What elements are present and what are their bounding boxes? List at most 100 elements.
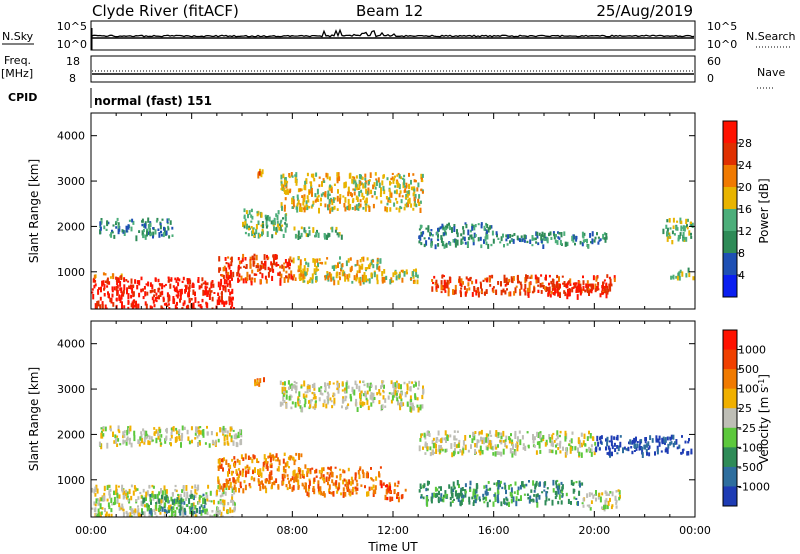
scatter-cell <box>597 288 600 291</box>
scatter-cell <box>662 228 665 235</box>
scatter-cell <box>341 405 343 409</box>
scatter-cell <box>131 511 134 515</box>
scatter-cell <box>397 480 400 485</box>
scatter-cell <box>421 179 424 183</box>
scatter-cell <box>108 484 111 488</box>
scatter-cell <box>589 289 592 293</box>
scatter-cell <box>282 458 285 464</box>
scatter-cell <box>500 236 503 242</box>
scatter-cell <box>344 484 347 487</box>
scatter-cell <box>123 230 126 236</box>
scatter-cell <box>567 291 570 297</box>
scatter-cell <box>293 226 296 231</box>
scatter-cell <box>672 274 675 280</box>
scatter-cell <box>217 512 220 516</box>
scatter-cell <box>366 390 369 395</box>
scatter-cell <box>678 444 681 449</box>
scatter-cell <box>546 237 549 244</box>
scatter-cell <box>231 487 234 493</box>
scatter-cell <box>132 220 135 225</box>
scatter-cell <box>515 500 518 507</box>
scatter-cell <box>236 458 239 463</box>
scatter-cell <box>460 491 463 497</box>
scatter-cell <box>548 232 550 237</box>
scatter-cell <box>103 288 105 291</box>
scatter-cell <box>175 498 178 504</box>
scatter-cell <box>116 492 119 499</box>
scatter-cell <box>512 276 515 281</box>
scatter-cell <box>332 482 335 486</box>
scatter-cell <box>395 380 398 383</box>
scatter-cell <box>551 286 554 291</box>
scatter-cell <box>345 388 348 394</box>
scatter-cell <box>250 277 253 284</box>
scatter-cell <box>246 464 249 469</box>
scatter-cell <box>252 227 255 230</box>
scatter-cell <box>560 232 563 238</box>
scatter-cell <box>342 396 345 400</box>
scatter-cell <box>535 278 538 284</box>
scatter-cell <box>436 283 439 286</box>
scatter-cell <box>609 497 611 502</box>
scatter-cell <box>583 232 586 237</box>
scatter-cell <box>317 199 320 202</box>
colorbar-tick-label: -1000 <box>738 480 770 493</box>
scatter-cell <box>158 504 161 511</box>
scatter-cell <box>160 305 163 309</box>
scatter-cell <box>275 261 278 267</box>
scatter-cell <box>153 508 156 512</box>
scatter-cell <box>432 443 435 449</box>
scatter-cell <box>349 172 352 179</box>
scatter-cell <box>543 238 546 241</box>
scatter-cell <box>361 192 364 197</box>
scatter-cell <box>315 234 318 238</box>
scatter-cell <box>539 282 542 288</box>
scatter-cell <box>378 389 381 394</box>
scatter-cell <box>217 297 220 301</box>
scatter-cell <box>419 483 422 489</box>
scatter-cell <box>360 189 363 193</box>
scatter-cell <box>644 441 647 444</box>
scatter-cell <box>596 232 598 236</box>
scatter-cell <box>243 216 246 219</box>
scatter-cell <box>344 492 347 497</box>
scatter-cell <box>462 489 465 491</box>
scatter-cell <box>270 261 273 266</box>
scatter-cell <box>427 229 430 233</box>
scatter-cell <box>354 380 357 386</box>
scatter-cell <box>597 236 600 239</box>
scatter-cell <box>578 289 581 293</box>
scatter-cell <box>342 469 345 474</box>
scatter-cell <box>128 219 131 222</box>
scatter-cell <box>538 443 541 449</box>
scatter-cell <box>297 188 300 193</box>
scatter-cell <box>592 495 595 499</box>
scatter-cell <box>128 285 131 289</box>
scatter-cell <box>225 267 228 271</box>
scatter-cell <box>158 499 161 503</box>
scatter-cell <box>194 514 197 517</box>
scatter-cell <box>418 489 421 493</box>
scatter-cell <box>615 436 618 440</box>
scatter-cell <box>112 302 115 307</box>
scatter-cell <box>229 291 232 296</box>
scatter-cell <box>252 261 255 267</box>
scatter-cell <box>343 273 346 277</box>
scatter-cell <box>618 490 621 495</box>
scatter-cell <box>161 490 164 494</box>
scatter-cell <box>116 284 119 289</box>
scatter-cell <box>380 483 383 489</box>
scatter-cell <box>174 288 177 293</box>
scatter-cell <box>553 440 556 443</box>
scatter-cell <box>410 186 413 191</box>
scatter-cell <box>590 283 593 290</box>
scatter-cell <box>151 484 154 488</box>
scatter-cell <box>189 279 192 284</box>
scatter-cell <box>302 474 305 479</box>
scatter-cell <box>448 276 451 281</box>
scatter-cell <box>596 435 599 442</box>
scatter-cell <box>289 384 292 389</box>
scatter-cell <box>320 472 323 479</box>
scatter-cell <box>593 493 596 497</box>
scatter-cell <box>159 429 162 434</box>
